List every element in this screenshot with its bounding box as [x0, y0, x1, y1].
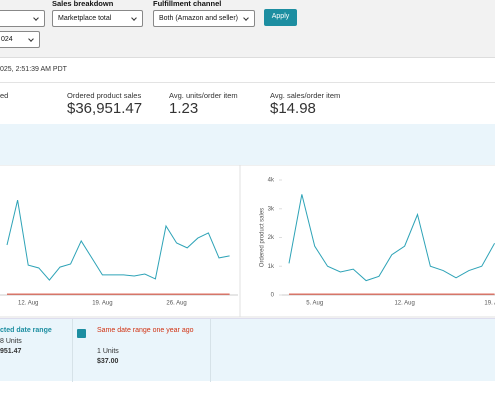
x-tick-label: 19. Aug — [484, 301, 495, 307]
divider — [0, 82, 495, 83]
metric-label: ed — [0, 91, 9, 100]
dropdown[interactable] — [0, 10, 45, 27]
metric-label: Avg. sales/order item — [270, 91, 341, 100]
legend-units: 8 Units — [0, 338, 22, 345]
legend-title: Same date range one year ago — [97, 327, 194, 334]
x-tick-label: 19. Aug — [92, 301, 112, 307]
divider — [210, 319, 211, 382]
date-input[interactable]: 024 — [0, 31, 40, 48]
y-tick-label: 0 — [271, 293, 275, 299]
legend-units: 1 Units — [97, 348, 119, 355]
divider — [72, 319, 73, 382]
y-tick-label: 2k — [268, 235, 275, 241]
legend-title: cted date range — [0, 327, 52, 334]
dropdown[interactable]: Marketplace total — [52, 10, 143, 27]
series-line — [6, 200, 230, 281]
x-tick-label: 12. Aug — [18, 301, 38, 307]
timestamp: 025, 2:51:39 AM PDT — [0, 66, 67, 73]
label: Fulfillment channel — [153, 0, 222, 8]
dropdown[interactable]: Both (Amazon and seller) — [153, 10, 255, 27]
y-axis-label: Ordered product sales — [260, 208, 266, 267]
metric-value: $14.98 — [270, 100, 316, 117]
x-tick-label: 12. Aug — [394, 301, 414, 307]
checkbox[interactable] — [77, 329, 86, 338]
series-line — [288, 194, 495, 282]
apply-button[interactable]: Apply — [264, 9, 297, 26]
panel — [0, 165, 495, 318]
metric-value: 1.23 — [169, 100, 199, 117]
metric-label: Avg. units/order item — [169, 91, 238, 100]
x-tick-label: 26. Aug — [166, 301, 186, 307]
legend-sales: 951.47 — [0, 348, 22, 355]
metric-value: $36,951.47 — [67, 100, 143, 117]
y-tick-label: 1k — [268, 264, 275, 270]
filter-bar: Sales breakdown Fulfillment channel Mark… — [0, 0, 495, 58]
y-tick-label: 4k — [268, 178, 275, 184]
x-tick-label: 5. Aug — [306, 301, 323, 307]
metric-label: Ordered product sales — [67, 91, 142, 100]
y-tick-label: 3k — [268, 206, 275, 212]
legend-area: cted date range 8 Units 951.47 Same date… — [0, 318, 495, 382]
charts: 12. Aug 19. Aug 26. Aug 0 1k 2k 3k 4k Ordered pr… — [0, 165, 495, 318]
legend-sales: $37.00 — [97, 358, 119, 365]
band — [0, 124, 495, 165]
label: Sales breakdown — [52, 0, 114, 8]
